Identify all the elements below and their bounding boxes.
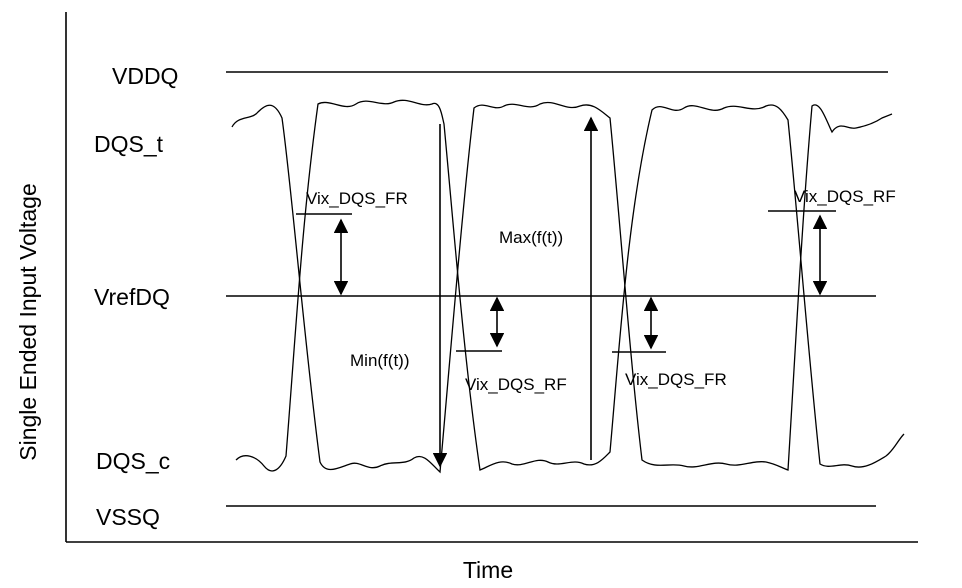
dqs-c-waveform — [235, 99, 905, 472]
vix-fr-2-label: Vix_DQS_FR — [625, 370, 727, 389]
min-ft-label: Min(f(t)) — [350, 351, 409, 370]
dqs-t-waveform — [231, 101, 893, 474]
vssq-label: VSSQ — [96, 504, 160, 530]
dqs-c-label: DQS_c — [96, 448, 170, 474]
max-ft-label: Max(f(t)) — [499, 228, 563, 247]
vddq-label: VDDQ — [112, 63, 178, 89]
vix-fr-1-label: Vix_DQS_FR — [306, 189, 408, 208]
vix-rf-2-label: Vix_DQS_RF — [794, 187, 896, 206]
vix-rf-1-label: Vix_DQS_RF — [465, 375, 567, 394]
x-axis-label: Time — [463, 557, 513, 583]
dqs-t-label: DQS_t — [94, 131, 164, 157]
vrefdq-label: VrefDQ — [94, 284, 170, 310]
y-axis-label: Single Ended Input Voltage — [15, 183, 41, 461]
